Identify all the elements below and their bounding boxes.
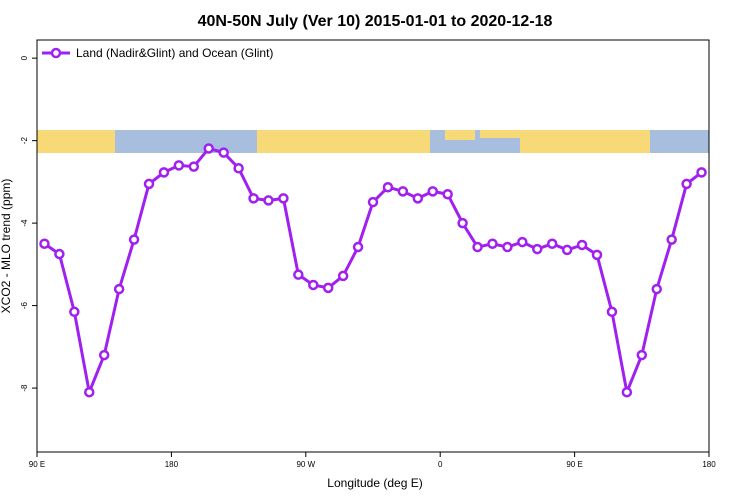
x-tick-label: 90 W	[296, 460, 315, 469]
data-point	[621, 386, 633, 398]
chart-title: 40N-50N July (Ver 10) 2015-01-01 to 2020…	[198, 13, 553, 30]
data-point	[651, 283, 662, 295]
data-point	[143, 178, 155, 190]
data-point	[636, 349, 648, 361]
data-point	[84, 386, 95, 398]
data-point	[502, 241, 513, 253]
data-point	[233, 163, 244, 174]
data-point	[472, 241, 483, 253]
data-point	[442, 188, 453, 200]
data-point	[337, 270, 349, 282]
data-point	[98, 349, 110, 361]
land	[520, 130, 650, 153]
y-axis-label: XCO2 - MLO trend (ppm)	[0, 179, 13, 314]
data-point	[412, 193, 424, 204]
data-point	[696, 167, 707, 178]
y-tick-label: -2	[20, 137, 29, 145]
data-point	[278, 193, 289, 204]
data-point	[188, 161, 200, 172]
data-point	[606, 306, 618, 318]
data-point	[263, 195, 274, 206]
data-point	[158, 167, 170, 178]
data-point	[591, 249, 603, 261]
series-line	[43, 146, 703, 398]
x-tick-label: 180	[702, 460, 716, 469]
x-tick-label: 90 E	[29, 460, 45, 469]
legend-marker	[50, 47, 62, 59]
data-point	[576, 239, 588, 251]
data-point	[681, 178, 692, 190]
data-point	[69, 306, 80, 318]
y-tick-label: -4	[20, 219, 29, 227]
data-point	[546, 238, 558, 249]
x-tick-label: 0	[438, 460, 443, 469]
data-point	[382, 181, 394, 193]
x-tick-label: 180	[165, 460, 179, 469]
data-point	[517, 236, 528, 248]
y-tick-label: 0	[20, 55, 29, 60]
land	[445, 130, 475, 140]
data-point	[308, 279, 319, 291]
data-point	[352, 241, 364, 253]
data-point	[173, 160, 185, 171]
data-point	[487, 238, 498, 249]
data-point	[293, 269, 304, 280]
data-point	[397, 186, 409, 197]
data-point	[532, 243, 543, 255]
plot-frame	[36, 39, 710, 453]
legend-label: Land (Nadir&Glint) and Ocean (Glint)	[76, 46, 273, 60]
data-point	[248, 193, 259, 204]
data-point	[367, 196, 379, 208]
data-point	[457, 217, 468, 229]
data-point	[218, 147, 229, 158]
data-point	[54, 248, 65, 260]
y-tick-label: -8	[20, 384, 29, 392]
data-point	[322, 282, 334, 294]
x-tick-label: 90 E	[566, 460, 582, 469]
data-point	[427, 186, 438, 197]
map-band	[37, 130, 709, 153]
data-point	[128, 234, 140, 245]
data-point	[666, 234, 677, 245]
data-point	[113, 283, 125, 295]
land	[37, 130, 115, 153]
y-tick-label: -6	[20, 301, 29, 309]
data-point	[561, 244, 573, 256]
land	[480, 130, 520, 138]
land	[257, 130, 430, 153]
data-point	[39, 238, 50, 249]
x-axis-label: Longitude (deg E)	[327, 476, 422, 490]
data-point	[203, 143, 214, 154]
